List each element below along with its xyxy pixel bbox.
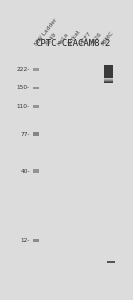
Text: 150-: 150- (17, 85, 30, 91)
Text: MCF7: MCF7 (78, 30, 92, 46)
Bar (105, 81, 113, 82)
Bar (107, 261, 115, 263)
Bar (33, 169, 39, 173)
Bar (33, 68, 39, 71)
Text: CPTC-CEACAM8-2: CPTC-CEACAM8-2 (36, 39, 111, 48)
Bar (105, 81, 113, 82)
Text: 77-: 77- (20, 132, 30, 137)
Text: 110-: 110- (17, 104, 30, 109)
Bar (105, 65, 113, 78)
Text: 12-: 12- (20, 238, 30, 243)
Text: HeLa: HeLa (56, 32, 69, 46)
Text: Jurkat: Jurkat (67, 30, 82, 46)
Bar (105, 78, 113, 79)
Bar (105, 82, 113, 83)
Bar (105, 80, 113, 81)
Bar (33, 105, 39, 108)
Text: 40-: 40- (20, 169, 30, 174)
Text: A549: A549 (45, 31, 59, 46)
Bar (105, 80, 113, 81)
Bar (105, 79, 113, 80)
Bar (33, 239, 39, 242)
Bar (33, 87, 39, 89)
Text: H226: H226 (89, 31, 103, 46)
Text: PBMC: PBMC (100, 30, 115, 46)
Bar (105, 81, 113, 82)
Bar (105, 78, 113, 79)
Bar (105, 79, 113, 80)
Bar (33, 132, 39, 136)
Text: 222-: 222- (17, 67, 30, 72)
Text: MW Ladder: MW Ladder (34, 17, 59, 46)
